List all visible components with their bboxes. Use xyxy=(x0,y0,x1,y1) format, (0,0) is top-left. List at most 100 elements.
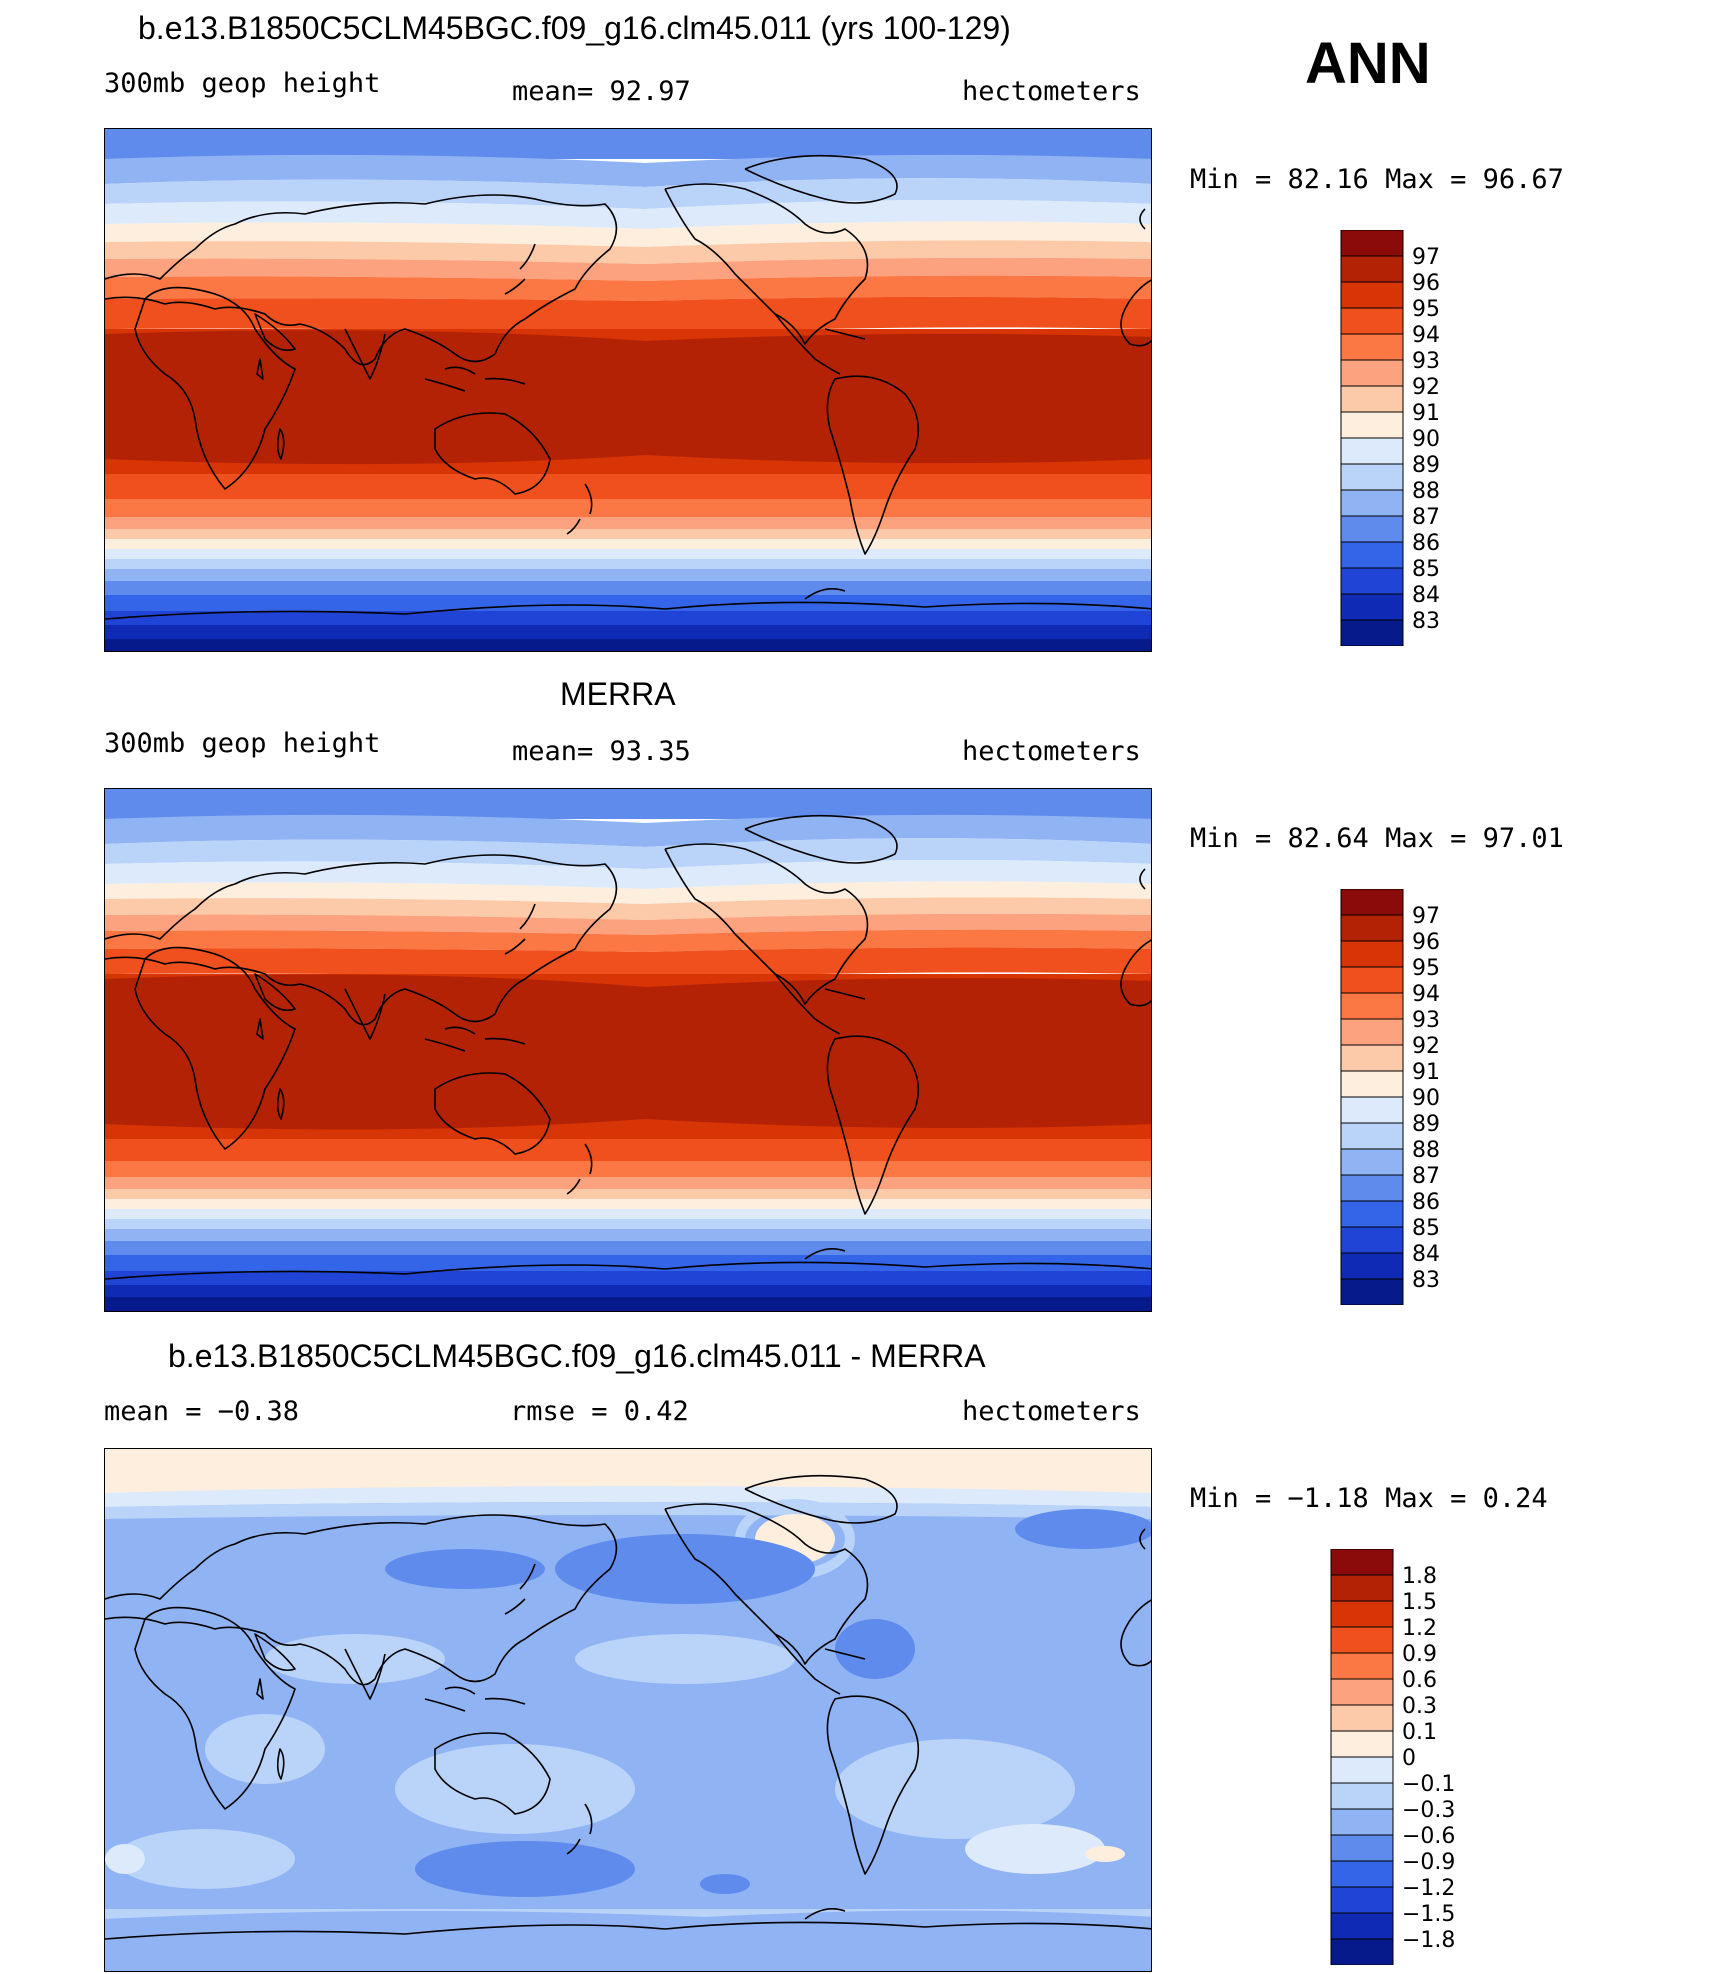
colorbar-tick-label: 1.2 xyxy=(1402,1616,1437,1641)
colorbar-swatch xyxy=(1330,1782,1394,1810)
colorbar-tick-label: 94 xyxy=(1412,323,1440,348)
panel-obs-variable-label: 300mb geop height xyxy=(104,728,381,759)
colorbar-swatch xyxy=(1330,1938,1394,1965)
panel-obs-units-label: hectometers xyxy=(962,736,1141,767)
panel-obs-contour-plot xyxy=(105,789,1151,1311)
colorbar-swatch xyxy=(1330,1652,1394,1680)
colorbar-swatch xyxy=(1340,914,1404,942)
colorbar-swatch xyxy=(1330,1834,1394,1862)
colorbar-tick-label: 93 xyxy=(1412,349,1440,374)
colorbar-swatch xyxy=(1330,1549,1394,1576)
panel-obs-map xyxy=(104,788,1152,1312)
colorbar-tick-label: 96 xyxy=(1412,930,1440,955)
colorbar-swatch xyxy=(1330,1574,1394,1602)
colorbar-swatch xyxy=(1340,889,1404,916)
panel-diff-mean-label: mean = −0.38 xyxy=(104,1396,300,1427)
colorbar-swatch xyxy=(1340,411,1404,439)
colorbar-tick-label: 85 xyxy=(1412,1216,1440,1241)
panel-model-units-label: hectometers xyxy=(962,76,1141,107)
colorbar-swatch xyxy=(1340,1278,1404,1305)
colorbar-swatch xyxy=(1340,966,1404,994)
colorbar-tick-label: 97 xyxy=(1412,904,1440,929)
colorbar-tick-label: 93 xyxy=(1412,1008,1440,1033)
colorbar-tick-label: 92 xyxy=(1412,375,1440,400)
colorbar-swatch xyxy=(1330,1808,1394,1836)
colorbar-swatch xyxy=(1330,1678,1394,1706)
colorbar-tick-label: 89 xyxy=(1412,453,1440,478)
colorbar-swatch xyxy=(1330,1886,1394,1914)
panel-diff-title: b.e13.B1850C5CLM45BGC.f09_g16.clm45.011 … xyxy=(168,1338,986,1374)
colorbar-tick-label: 1.5 xyxy=(1402,1590,1437,1615)
colorbar-swatch xyxy=(1340,992,1404,1020)
colorbar-tick-label: −0.1 xyxy=(1402,1772,1455,1797)
colorbar-swatch xyxy=(1340,515,1404,543)
panel-diff-rmse-label: rmse = 0.42 xyxy=(510,1396,689,1427)
panel-diff-map xyxy=(104,1448,1152,1972)
panel-model-variable-label: 300mb geop height xyxy=(104,68,381,99)
colorbar-tick-label: −1.2 xyxy=(1402,1876,1455,1901)
colorbar-swatch xyxy=(1340,940,1404,968)
colorbar-swatch xyxy=(1340,1018,1404,1046)
colorbar-tick-label: 88 xyxy=(1412,1138,1440,1163)
colorbar-tick-label: 92 xyxy=(1412,1034,1440,1059)
colorbar-swatch xyxy=(1340,437,1404,465)
season-label: ANN xyxy=(1305,31,1431,96)
colorbar-tick-label: 95 xyxy=(1412,956,1440,981)
colorbar-tick-label: −0.9 xyxy=(1402,1850,1455,1875)
colorbar-swatch xyxy=(1330,1704,1394,1732)
colorbar-tick-label: 0.3 xyxy=(1402,1694,1437,1719)
colorbar-tick-label: 87 xyxy=(1412,505,1440,530)
colorbar-tick-label: 84 xyxy=(1412,583,1440,608)
colorbar-swatch xyxy=(1340,255,1404,283)
colorbar-swatch xyxy=(1330,1912,1394,1940)
contour-fill xyxy=(105,1449,1151,1971)
colorbar-swatch xyxy=(1340,463,1404,491)
colorbar-swatch xyxy=(1340,489,1404,517)
colorbar-tick-label: 0.1 xyxy=(1402,1720,1437,1745)
colorbar-tick-label: 0.9 xyxy=(1402,1642,1437,1667)
colorbar-swatch xyxy=(1340,1070,1404,1098)
colorbar-swatch xyxy=(1340,230,1404,257)
colorbar-tick-label: −0.3 xyxy=(1402,1798,1455,1823)
colorbar-tick-label: 0.6 xyxy=(1402,1668,1437,1693)
panel-model-map xyxy=(104,128,1152,652)
panel-obs-colorbar: 97 96 95 94 93 92 91 90 89 88 87 86 85 84 83 xyxy=(1340,889,1460,1305)
panel-diff-units-label: hectometers xyxy=(962,1396,1141,1427)
colorbar-tick-label: 91 xyxy=(1412,401,1440,426)
colorbar-swatch xyxy=(1340,359,1404,387)
colorbar-tick-label: 86 xyxy=(1412,531,1440,556)
contour-fill xyxy=(105,789,1151,1311)
panel-diff-minmax: Min = −1.18 Max = 0.24 xyxy=(1190,1483,1548,1514)
colorbar-tick-label: 96 xyxy=(1412,271,1440,296)
colorbar-swatch xyxy=(1340,1096,1404,1124)
panel-model-minmax: Min = 82.16 Max = 96.67 xyxy=(1190,164,1564,195)
colorbar-swatch xyxy=(1340,1044,1404,1072)
colorbar-swatch xyxy=(1340,1174,1404,1202)
colorbar-tick-label: 83 xyxy=(1412,609,1440,634)
colorbar-tick-label: 86 xyxy=(1412,1190,1440,1215)
panel-obs-minmax: Min = 82.64 Max = 97.01 xyxy=(1190,823,1564,854)
panel-obs-mean-label: mean= 93.35 xyxy=(512,736,691,767)
colorbar-swatch xyxy=(1340,307,1404,335)
colorbar-swatch xyxy=(1330,1756,1394,1784)
panel-diff-colorbar-svg: 1.81.51.20.90.60.30.10−0.1−0.3−0.6−0.9−1… xyxy=(1330,1549,1455,1965)
colorbar-swatch xyxy=(1330,1860,1394,1888)
panel-diff-contour-plot xyxy=(105,1449,1151,1971)
colorbar-swatch xyxy=(1340,385,1404,413)
colorbar-swatch xyxy=(1330,1730,1394,1758)
colorbar-tick-label: 90 xyxy=(1412,1086,1440,1111)
colorbar-swatch xyxy=(1340,541,1404,569)
colorbar-swatch xyxy=(1340,281,1404,309)
colorbar-tick-label: 85 xyxy=(1412,557,1440,582)
colorbar-tick-label: 83 xyxy=(1412,1268,1440,1293)
colorbar-swatch xyxy=(1340,619,1404,646)
colorbar-tick-label: 95 xyxy=(1412,297,1440,322)
panel-model-mean-label: mean= 92.97 xyxy=(512,76,691,107)
colorbar-swatch xyxy=(1340,1252,1404,1280)
colorbar-tick-label: −1.5 xyxy=(1402,1902,1455,1927)
colorbar-tick-label: 91 xyxy=(1412,1060,1440,1085)
colorbar-swatch xyxy=(1340,1122,1404,1150)
colorbar-swatch xyxy=(1340,593,1404,621)
colorbar-tick-label: 1.8 xyxy=(1402,1564,1437,1589)
